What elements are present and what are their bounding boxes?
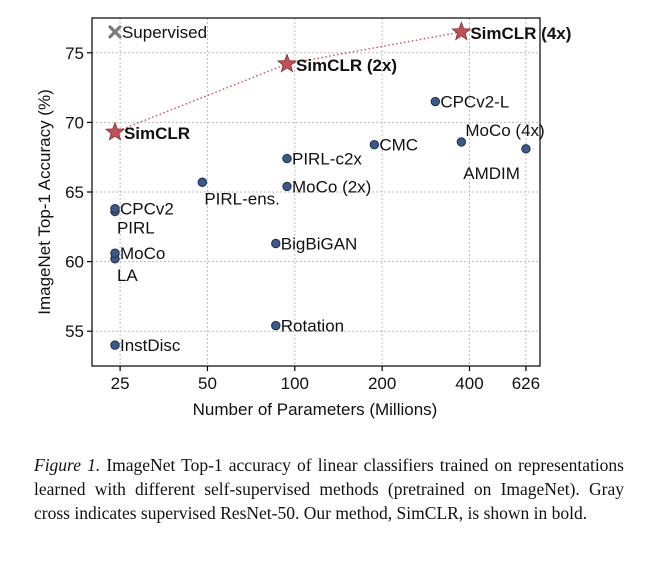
label-bigbigan: BigBiGAN — [281, 235, 358, 254]
label-simclr: SimCLR — [124, 124, 190, 143]
data-marks — [104, 21, 531, 350]
label-cmc: CMC — [379, 136, 418, 155]
label-simclr-2x: SimCLR (2x) — [296, 56, 397, 75]
label-rotation: Rotation — [281, 317, 344, 336]
label-pirl-ens: PIRL-ens. — [204, 189, 280, 208]
x-tick-label: 400 — [455, 374, 483, 393]
x-axis-label: Number of Parameters (Millions) — [193, 400, 438, 419]
label-supervised: Supervised — [122, 23, 207, 42]
figure-label: Figure 1. — [34, 455, 101, 475]
star-simclr — [104, 121, 126, 141]
y-tick-label: 75 — [65, 44, 84, 63]
axes: 55 60 65 70 75 25 50 100 200 400 626 — [65, 17, 541, 393]
x-tick-label: 100 — [281, 374, 309, 393]
x-tick-label: 25 — [111, 374, 130, 393]
label-pirl: PIRL — [117, 218, 155, 237]
label-moco: MoCo — [120, 244, 165, 263]
point-cpcv2 — [110, 204, 120, 214]
label-moco-2x: MoCo (2x) — [292, 177, 371, 196]
y-axis-label: ImageNet Top-1 Accuracy (%) — [35, 89, 54, 315]
label-instdisc: InstDisc — [120, 336, 181, 355]
x-tick-label: 50 — [198, 374, 217, 393]
point-instdisc — [110, 340, 120, 350]
plot-frame — [91, 17, 541, 367]
y-tick-label: 55 — [65, 322, 84, 341]
point-bigbigan — [271, 238, 281, 249]
point-cpcv2-l — [430, 96, 441, 107]
y-tick-label: 70 — [65, 113, 84, 132]
point-moco — [110, 248, 120, 258]
x-tick-label: 626 — [512, 374, 540, 393]
caption-text: ImageNet Top-1 accuracy of linear classi… — [34, 455, 624, 523]
label-simclr-4x: SimCLR (4x) — [470, 24, 571, 43]
label-cpcv2: CPCv2 — [120, 200, 174, 219]
simclr-trend-line — [114, 31, 462, 133]
star-simclr-4x — [451, 21, 472, 41]
label-amdim: AMDIM — [463, 164, 520, 183]
point-amdim — [521, 144, 531, 154]
label-moco-4x: MoCo (4x) — [465, 121, 544, 140]
point-rotation — [271, 320, 281, 331]
cross-supervised — [108, 25, 122, 39]
point-pirl-ens — [197, 177, 208, 187]
scatter-chart: 55 60 65 70 75 25 50 100 200 400 626 InstDisc Rotat… — [35, 17, 571, 419]
y-tick-label: 60 — [65, 253, 84, 272]
point-cmc — [369, 139, 380, 150]
point-moco-4x — [456, 137, 467, 147]
figure-caption: Figure 1. ImageNet Top-1 accuracy of lin… — [34, 453, 624, 525]
point-moco-2x — [282, 181, 292, 192]
grid-lines — [92, 18, 540, 366]
point-pirl-c2x — [282, 153, 292, 164]
star-simclr-2x — [276, 53, 298, 73]
label-pirl-c2x: PIRL-c2x — [292, 150, 362, 169]
label-la: LA — [117, 266, 138, 285]
simclr-line — [114, 31, 462, 133]
y-tick-label: 65 — [65, 183, 84, 202]
x-tick-label: 200 — [368, 374, 396, 393]
label-cpcv2-l: CPCv2-L — [440, 93, 509, 112]
